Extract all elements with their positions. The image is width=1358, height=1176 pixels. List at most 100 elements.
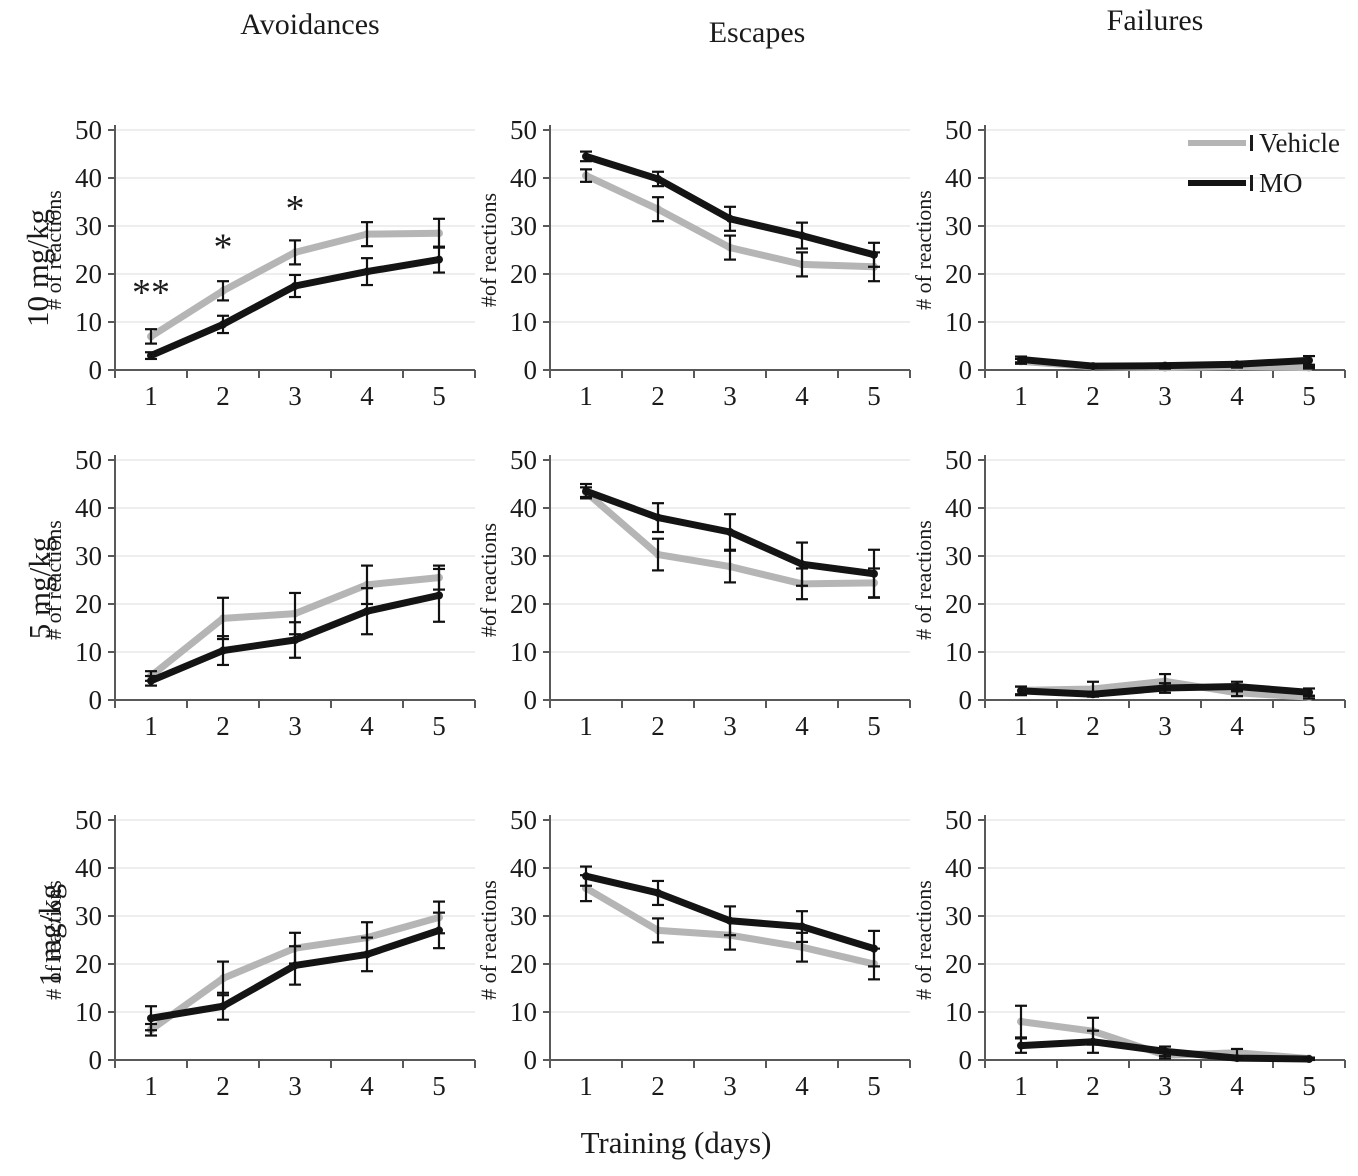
- chart-svg-failures-1mgkg: 0 10 20 30 40 50 1 2 3 4 5 # of reactions: [911, 805, 1346, 1101]
- x-tick-label: 1: [579, 381, 593, 411]
- y-tick-label: 30: [510, 541, 537, 571]
- x-tick-label: 4: [1230, 381, 1244, 411]
- error-bar-vehicle: [652, 917, 664, 944]
- x-tick-label: 4: [360, 1071, 374, 1101]
- column-title-failures: Failures: [1106, 4, 1204, 37]
- error-bar-mo: [289, 621, 301, 659]
- error-bar-mo: [217, 991, 229, 1021]
- x-tick-label: 5: [1302, 1071, 1316, 1101]
- y-tick-label: 30: [510, 901, 537, 931]
- y-axis-label: # of reactions: [480, 880, 501, 1000]
- error-bar-mo: [289, 945, 301, 986]
- chart-avoidances-5mgkg: 0 10 20 30 40 50 1 2 3 4 5 # of reactions: [41, 425, 485, 745]
- y-tick-label: 30: [945, 211, 972, 241]
- x-tick-label: 2: [1086, 711, 1100, 741]
- x-tick-label: 2: [651, 1071, 665, 1101]
- x-tick-label: 5: [867, 711, 881, 741]
- error-bar-mo: [433, 567, 445, 623]
- error-bar-mo: [580, 865, 592, 887]
- y-tick-label: 40: [75, 853, 102, 883]
- error-bar-mo: [217, 635, 229, 667]
- significance-marker: *: [286, 188, 305, 230]
- error-bar-mo: [1015, 1037, 1027, 1054]
- chart-failures-5mgkg: 0 10 20 30 40 50 1 2 3 4 5 # of reactions: [911, 425, 1355, 745]
- error-bar-mo: [1303, 687, 1315, 698]
- x-tick-label: 5: [432, 1071, 446, 1101]
- x-tick-label: 2: [216, 1071, 230, 1101]
- x-tick-label: 2: [1086, 1071, 1100, 1101]
- x-tick-label: 2: [1086, 381, 1100, 411]
- chart-svg-failures-5mgkg: 0 10 20 30 40 50 1 2 3 4 5 # of reactions: [911, 445, 1346, 741]
- mo-line-swatch: [1188, 180, 1246, 186]
- error-bar-mo: [361, 257, 373, 287]
- x-tick-label: 3: [288, 381, 302, 411]
- x-tick-label: 3: [723, 711, 737, 741]
- chart-failures-10mgkg: 0 10 20 30 40 50 1 2 3 4 5 # of reactions: [911, 95, 1355, 415]
- y-tick-label: 50: [510, 805, 537, 835]
- x-tick-label: 1: [579, 1071, 593, 1101]
- y-tick-label: 10: [945, 307, 972, 337]
- chart-escapes-5mgkg: 0 10 20 30 40 50 1 2 3 4 5 #of reactions: [476, 425, 920, 745]
- y-tick-label: 50: [510, 445, 537, 475]
- error-bar-mo: [361, 587, 373, 636]
- x-tick-label: 1: [1014, 381, 1028, 411]
- error-bar-mo: [724, 513, 736, 551]
- y-tick-label: 10: [510, 307, 537, 337]
- error-bar-tick-icon: [1250, 135, 1253, 151]
- x-tick-label: 2: [216, 711, 230, 741]
- x-tick-label: 4: [795, 381, 809, 411]
- chart-svg-failures-10mgkg: 0 10 20 30 40 50 1 2 3 4 5 # of reactions: [911, 115, 1346, 411]
- error-bar-mo: [1015, 355, 1027, 364]
- x-tick-label: 3: [1158, 381, 1172, 411]
- y-axis-label: # of reactions: [45, 520, 66, 640]
- x-tick-label: 1: [144, 1071, 158, 1101]
- y-tick-label: 40: [75, 493, 102, 523]
- x-tick-label: 5: [432, 381, 446, 411]
- error-bar-mo: [652, 170, 664, 188]
- x-tick-label: 5: [432, 711, 446, 741]
- y-tick-label: 30: [510, 211, 537, 241]
- y-tick-label: 0: [89, 1045, 103, 1075]
- x-tick-label: 4: [1230, 711, 1244, 741]
- y-tick-label: 0: [524, 355, 538, 385]
- error-bar-mo: [1303, 354, 1315, 366]
- y-tick-label: 40: [945, 853, 972, 883]
- error-bar-mo: [1087, 1029, 1099, 1054]
- error-bar-mo: [145, 674, 157, 687]
- chart-escapes-1mgkg: 0 10 20 30 40 50 1 2 3 4 5 # of reactions: [476, 785, 920, 1105]
- y-tick-label: 20: [510, 259, 537, 289]
- y-tick-label: 40: [510, 853, 537, 883]
- y-tick-label: 50: [75, 445, 102, 475]
- error-bar-vehicle: [580, 168, 592, 183]
- x-tick-label: 4: [360, 711, 374, 741]
- significance-marker: *: [214, 227, 233, 269]
- error-bar-mo: [868, 548, 880, 599]
- y-tick-label: 30: [75, 541, 102, 571]
- error-bar-mo: [1087, 690, 1099, 698]
- column-title-escapes: Escapes: [708, 16, 806, 49]
- error-bar-vehicle: [145, 328, 157, 345]
- y-tick-label: 40: [75, 163, 102, 193]
- y-axis-label: # of reactions: [45, 880, 66, 1000]
- error-bar-mo: [1231, 1055, 1243, 1061]
- error-bar-mo: [868, 929, 880, 968]
- y-tick-label: 10: [510, 997, 537, 1027]
- error-bar-mo: [1303, 1056, 1315, 1062]
- y-tick-label: 20: [945, 589, 972, 619]
- y-axis-label: # of reactions: [915, 190, 936, 310]
- y-tick-label: 40: [510, 493, 537, 523]
- error-bar-mo: [145, 1005, 157, 1032]
- y-tick-label: 20: [75, 949, 102, 979]
- y-tick-label: 30: [945, 901, 972, 931]
- error-bar-mo: [1231, 680, 1243, 693]
- y-tick-label: 50: [945, 115, 972, 145]
- x-tick-label: 5: [1302, 711, 1316, 741]
- y-tick-label: 0: [524, 1045, 538, 1075]
- error-bar-mo: [580, 150, 592, 163]
- error-bar-tick-icon: [1250, 175, 1253, 191]
- chart-escapes-10mgkg: 0 10 20 30 40 50 1 2 3 4 5 #of reactions: [476, 95, 920, 415]
- y-axis-label: # of reactions: [45, 190, 66, 310]
- y-tick-label: 20: [75, 589, 102, 619]
